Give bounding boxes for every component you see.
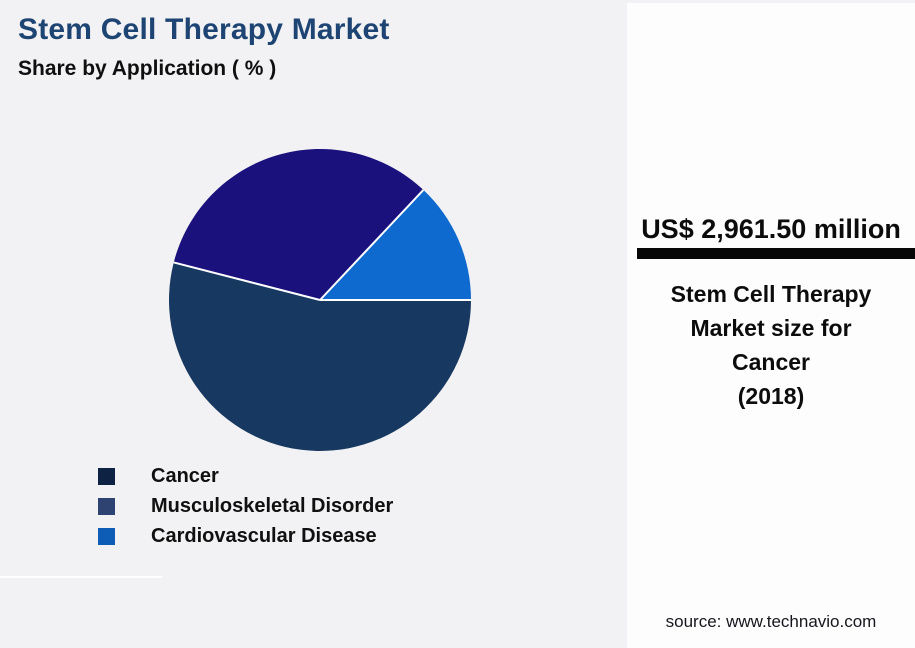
side-panel: US$ 2,961.50 million Stem Cell Therapy Ma… [627, 3, 915, 648]
legend-item: Musculoskeletal Disorder [98, 491, 393, 521]
legend-swatch-icon [98, 467, 115, 485]
legend-item: Cancer [98, 461, 393, 491]
slice-separator [173, 261, 321, 301]
legend-item: Cardiovascular Disease [98, 521, 393, 551]
caption-line: Market size for [690, 315, 852, 341]
legend-label: Musculoskeletal Disorder [151, 494, 394, 517]
chart-title: Stem Cell Therapy Market [18, 13, 390, 46]
slice-separator [319, 189, 425, 301]
source-credit: source: www.technavio.com [665, 612, 877, 631]
black-divider-bar [637, 248, 915, 259]
legend-label: Cancer [151, 464, 219, 487]
pie-slice-cardiovascular-disease [320, 189, 471, 300]
caption-line: Stem Cell Therapy [670, 281, 872, 307]
caption-line: (2018) [737, 383, 805, 409]
legend-swatch-icon [98, 497, 115, 515]
caption-line: Cancer [732, 349, 810, 375]
market-caption: Stem Cell Therapy Market size for Cancer (2… [627, 277, 915, 413]
pie-slice-cancer [169, 262, 471, 451]
legend: Cancer Musculoskeletal Disorder Cardiovasc… [98, 461, 393, 551]
chart-subtitle: Share by Application ( % ) [18, 57, 277, 80]
legend-label: Cardiovascular Disease [151, 524, 377, 547]
market-value: US$ 2,961.50 million [641, 214, 901, 244]
pie-slice-musculoskeletal-disorder [173, 148, 424, 300]
legend-swatch-icon [98, 527, 115, 545]
pie-chart [169, 148, 471, 451]
divider-line [0, 576, 162, 578]
